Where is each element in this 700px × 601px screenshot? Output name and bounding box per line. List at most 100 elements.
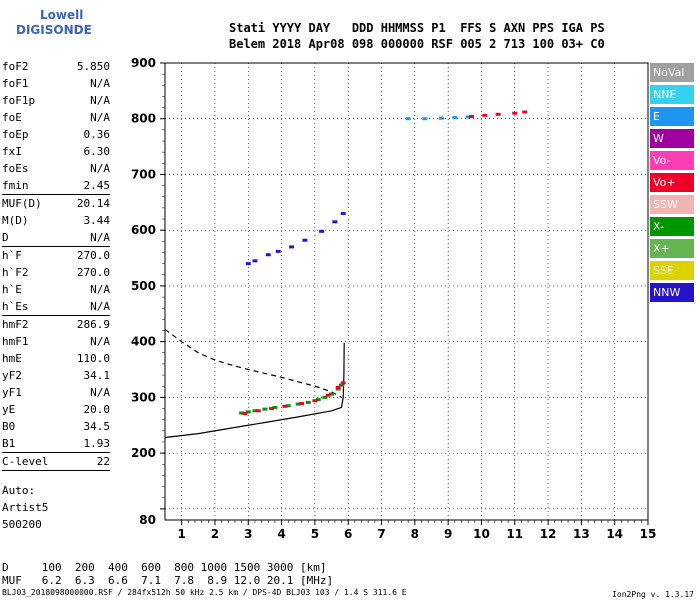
legend-item-sse: SSE (650, 261, 694, 280)
y-tick-label: 200 (131, 446, 156, 460)
x-tick-label: 5 (311, 527, 319, 541)
echo-point (312, 399, 318, 403)
param-value: 34.5 (83, 420, 111, 433)
echo-point (319, 229, 325, 233)
header: Stati YYYY DAY DDD HHMMSS P1 FFS S AXN P… (229, 20, 605, 52)
d-row: D 100 200 400 600 800 1000 1500 3000 [km… (2, 561, 327, 574)
param-label: B1 (2, 437, 16, 450)
param-row: D N/A (2, 229, 110, 246)
y-tick-label: 900 (131, 56, 156, 70)
muf-row: MUF 6.2 6.3 6.6 7.1 7.8 8.9 12.0 20.1 [M… (2, 574, 334, 587)
echo-point (315, 398, 321, 402)
plot-frame (164, 62, 649, 521)
x-tick-label: 12 (540, 527, 557, 541)
param-row: fxI 6.30 (2, 143, 110, 160)
y-tick-label: 700 (131, 167, 156, 181)
param-value: N/A (90, 283, 110, 296)
auto-panel: Auto: Artist5 500200 (2, 482, 48, 533)
y-bottom-label: 80 (139, 513, 156, 527)
d-muf-table: D 100 200 400 600 800 1000 1500 3000 [km… (2, 561, 333, 587)
param-value: 1.93 (83, 437, 111, 450)
footer-info: BLJ03_2018098000000.RSF / 284fx512h 50 k… (2, 588, 407, 597)
param-label: h`E (2, 283, 22, 296)
param-value: 0.36 (83, 128, 111, 141)
echo-point (285, 404, 291, 408)
param-row: yE 20.0 (2, 401, 110, 418)
param-value: 270.0 (76, 249, 110, 262)
param-label: yE (2, 403, 16, 416)
echo-point (468, 115, 474, 119)
echo-point (239, 411, 245, 415)
param-label: fxI (2, 145, 22, 158)
x-tick-label: 11 (506, 527, 523, 541)
param-label: M(D) (2, 214, 29, 227)
version-label: Ion2Png v. 1.3.17 (612, 590, 694, 599)
x-tick-label: 15 (640, 527, 657, 541)
param-label: hmE (2, 352, 22, 365)
param-label: h`Es (2, 300, 29, 313)
param-row: foEs N/A (2, 160, 110, 177)
parameter-panel: foF2 5.850 foF1 N/A foF1p N/A foE N/A foEp 0.36 fx… (2, 58, 110, 471)
x-tick-label: 13 (573, 527, 590, 541)
param-value: 22 (96, 455, 110, 468)
logo-line1: Lowell (40, 8, 84, 22)
legend-item-x: X- (650, 217, 694, 236)
param-row: MUF(D) 20.14 (2, 195, 110, 212)
param-value: 20.14 (76, 197, 110, 210)
param-row: foEp 0.36 (2, 126, 110, 143)
param-row: foF1 N/A (2, 75, 110, 92)
param-value: N/A (90, 162, 110, 175)
x-tick-label: 9 (444, 527, 452, 541)
profile-solid-line (164, 342, 345, 439)
x-tick-label: 2 (211, 527, 219, 541)
param-row: hmF1 N/A (2, 333, 110, 350)
param-row: h`F2 270.0 (2, 264, 110, 281)
auto-code: 500200 (2, 518, 42, 531)
param-label: foEs (2, 162, 29, 175)
header-row2: Belem 2018 Apr08 098 000000 RSF 005 2 71… (229, 37, 605, 51)
auto-artist: Artist5 (2, 501, 49, 514)
echo-point (329, 392, 335, 396)
y-tick-label: 500 (131, 279, 156, 293)
legend-item-vo: Vo+ (650, 173, 694, 192)
param-value: 3.44 (83, 214, 111, 227)
param-label: D (2, 231, 9, 244)
legend-item-nne: NNE (650, 85, 694, 104)
param-separator (2, 470, 110, 471)
echo-point (522, 110, 528, 114)
echo-point (340, 211, 346, 215)
x-tick-label: 8 (411, 527, 419, 541)
echo-point (252, 259, 258, 263)
echo-point (438, 116, 444, 120)
param-value: N/A (90, 77, 110, 90)
echo-point (339, 383, 345, 387)
param-row: C-level 22 (2, 453, 110, 470)
param-value: N/A (90, 386, 110, 399)
legend: NoVal NNE E W Vo- Vo+ SSW X- X+ SSE NNW (650, 63, 694, 305)
param-label: B0 (2, 420, 16, 433)
echo-point (282, 404, 288, 408)
param-label: h`F2 (2, 266, 29, 279)
param-row: B0 34.5 (2, 418, 110, 435)
param-separator (2, 246, 110, 247)
x-tick-label: 10 (473, 527, 490, 541)
param-row: foE N/A (2, 109, 110, 126)
param-row: M(D) 3.44 (2, 212, 110, 229)
param-row: h`Es N/A (2, 298, 110, 315)
echo-point (405, 117, 411, 121)
echo-point (305, 400, 311, 404)
param-value: N/A (90, 111, 110, 124)
param-label: foF1p (2, 94, 36, 107)
param-value: N/A (90, 335, 110, 348)
x-tick-label: 3 (244, 527, 252, 541)
auto-label: Auto: (2, 484, 36, 497)
echo-point (332, 220, 338, 224)
y-tick-label: 400 (131, 335, 156, 349)
param-row: hmF2 286.9 (2, 316, 110, 333)
echo-point (245, 410, 251, 414)
echo-point (262, 407, 268, 411)
param-separator (2, 452, 110, 453)
param-row: yF1 N/A (2, 384, 110, 401)
echo-point (322, 395, 328, 399)
